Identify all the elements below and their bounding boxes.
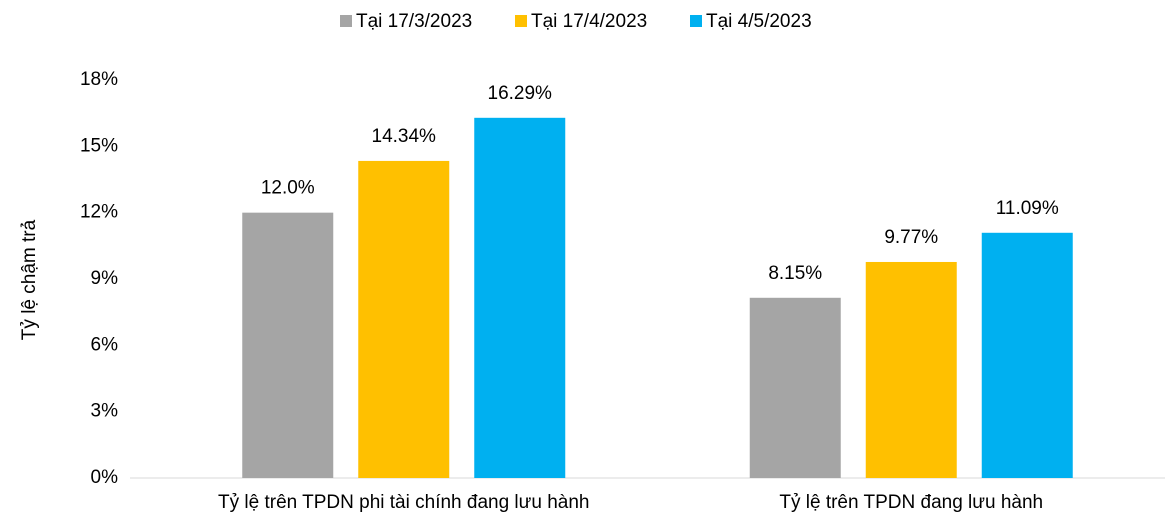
y-tick-label: 0%: [91, 467, 119, 488]
legend-label: Tại 4/5/2023: [706, 11, 812, 32]
y-axis-title: Tỷ lệ chậm trả: [19, 219, 40, 340]
data-label: 14.34%: [372, 126, 437, 147]
data-label: 11.09%: [996, 198, 1059, 219]
x-tick-label: Tỷ lệ trên TPDN đang lưu hành: [779, 492, 1043, 513]
bar: [981, 232, 1073, 478]
legend-label: Tại 17/4/2023: [531, 11, 647, 32]
y-tick-label: 12%: [80, 202, 118, 223]
bar: [242, 212, 334, 478]
legend-swatch: [340, 15, 352, 27]
y-tick-label: 18%: [80, 69, 118, 90]
bar: [474, 117, 566, 478]
data-label: 9.77%: [884, 227, 938, 248]
x-tick-label: Tỷ lệ trên TPDN phi tài chính đang lưu h…: [218, 492, 589, 513]
bar: [865, 261, 957, 478]
data-label: 8.15%: [768, 263, 822, 284]
data-label: 16.29%: [488, 83, 553, 104]
y-tick-label: 9%: [91, 268, 119, 289]
bar: [358, 160, 450, 478]
y-tick-label: 6%: [91, 334, 119, 355]
data-label: 12.0%: [261, 178, 315, 199]
legend-label: Tại 17/3/2023: [356, 11, 472, 32]
legend-swatch: [515, 15, 527, 27]
y-tick-label: 3%: [91, 401, 119, 422]
bar: [749, 297, 841, 478]
y-tick-label: 15%: [80, 135, 118, 156]
legend-swatch: [690, 15, 702, 27]
